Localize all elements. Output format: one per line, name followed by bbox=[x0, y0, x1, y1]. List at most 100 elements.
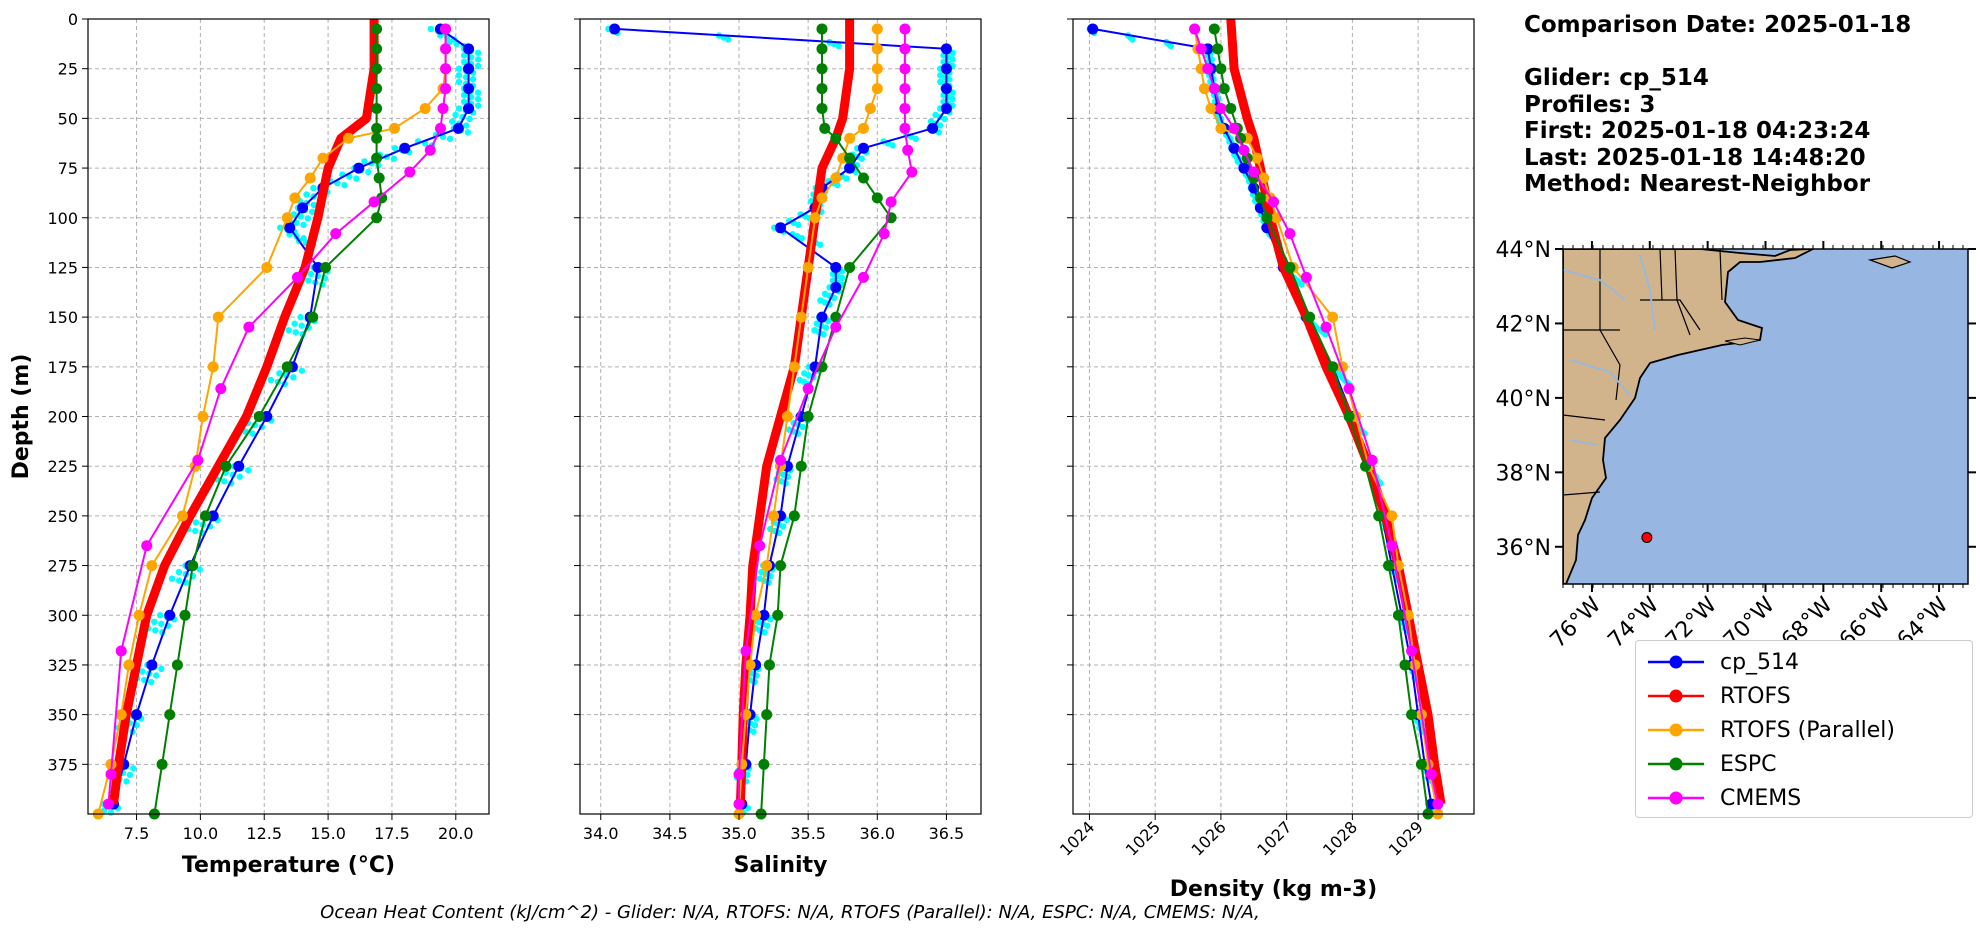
rtofs-parallel--point bbox=[1215, 122, 1227, 134]
rtofs-parallel--point bbox=[123, 659, 135, 671]
espc-point bbox=[371, 122, 383, 134]
cp-514-point bbox=[940, 43, 952, 55]
espc-point bbox=[199, 510, 211, 522]
glider-raw-point bbox=[196, 566, 203, 573]
cp-514-point bbox=[353, 162, 365, 174]
glider-raw-point bbox=[817, 241, 824, 248]
map-lat-label: 44°N bbox=[1496, 238, 1551, 263]
espc-point bbox=[1373, 510, 1385, 522]
espc-point bbox=[1218, 83, 1230, 95]
glider-raw-point bbox=[304, 215, 312, 222]
border-line bbox=[1674, 249, 1691, 336]
espc-point bbox=[307, 311, 319, 323]
island bbox=[1867, 255, 1912, 269]
cp-514-point bbox=[284, 222, 296, 234]
cmems-point bbox=[1208, 83, 1220, 95]
cp-514-point bbox=[297, 202, 309, 214]
cp-514-point bbox=[816, 311, 828, 323]
espc-point bbox=[1284, 261, 1296, 273]
cmems-point bbox=[1202, 63, 1214, 75]
espc-point bbox=[220, 460, 232, 472]
espc-point bbox=[253, 411, 265, 422]
river-line bbox=[1563, 269, 1626, 301]
glider-raw-point bbox=[936, 122, 944, 129]
cmems-point bbox=[899, 122, 911, 134]
island bbox=[1724, 337, 1761, 346]
legend-item: CMEMS bbox=[1646, 783, 1801, 813]
glider-raw-point bbox=[822, 324, 830, 331]
espc-point bbox=[795, 460, 807, 472]
cmems-point bbox=[830, 321, 842, 333]
y-tick-label: 325 bbox=[47, 656, 78, 675]
x-tick-label: 35.5 bbox=[790, 824, 826, 843]
river-line bbox=[1569, 439, 1599, 446]
espc-point bbox=[844, 261, 856, 273]
x-tick-label: 35.0 bbox=[721, 824, 757, 843]
espc-point bbox=[844, 152, 856, 164]
espc-point bbox=[1215, 63, 1227, 75]
y-tick-label: 375 bbox=[47, 755, 78, 774]
cp-514-point bbox=[758, 609, 770, 621]
glider-raw-point bbox=[123, 778, 130, 785]
border-line bbox=[1640, 299, 1701, 331]
cp-514-point bbox=[207, 510, 219, 522]
last-time: Last: 2025-01-18 14:48:20 bbox=[1524, 144, 1866, 171]
glider-raw-point bbox=[158, 620, 165, 627]
espc-point bbox=[816, 102, 828, 114]
glider-raw-point bbox=[455, 78, 463, 86]
espc-point bbox=[371, 132, 383, 144]
x-tick-label: 34.5 bbox=[652, 824, 688, 843]
glider-raw-point bbox=[474, 95, 482, 103]
cmems-point bbox=[440, 43, 452, 55]
glider-raw-point bbox=[156, 612, 164, 619]
rtofs-parallel--point bbox=[1327, 311, 1339, 323]
glider-raw-point bbox=[267, 376, 275, 384]
y-tick-label: 250 bbox=[47, 507, 78, 526]
cmems-point bbox=[1300, 271, 1312, 283]
glider-raw-point bbox=[1167, 42, 1174, 50]
x-tick-label: 7.5 bbox=[124, 824, 149, 843]
cmems-point bbox=[330, 228, 342, 240]
rtofs-parallel--point bbox=[1198, 83, 1210, 95]
espc-point bbox=[187, 560, 199, 572]
location-map bbox=[1563, 249, 1968, 584]
glider-raw-point bbox=[390, 155, 398, 162]
cp-514-point bbox=[261, 411, 273, 422]
rtofs-parallel--point bbox=[768, 510, 780, 522]
profile-count: Profiles: 3 bbox=[1524, 91, 1656, 118]
x-tick-label: 12.5 bbox=[246, 824, 282, 843]
glider-raw-point bbox=[460, 98, 468, 105]
glider-raw-point bbox=[292, 329, 299, 336]
glider-raw-point bbox=[391, 144, 399, 152]
glider-raw-point bbox=[469, 76, 477, 83]
rtofs-parallel--point bbox=[261, 261, 273, 273]
rtofs-parallel--point bbox=[788, 361, 800, 373]
legend-swatch bbox=[1646, 720, 1706, 740]
x-axis-label: Temperature (°C) bbox=[182, 853, 395, 878]
legend-marker-icon bbox=[1648, 689, 1704, 703]
legend-label: CMEMS bbox=[1720, 785, 1802, 811]
cp-514-point bbox=[233, 460, 245, 472]
border-line bbox=[1659, 249, 1663, 301]
y-tick-label: 25 bbox=[58, 60, 78, 79]
rtofs-parallel--point bbox=[802, 261, 814, 273]
cmems-point bbox=[105, 768, 117, 780]
glider-raw-point bbox=[949, 56, 956, 63]
cp-514-point bbox=[399, 142, 411, 154]
rtofs-parallel--point bbox=[289, 192, 301, 204]
x-tick-label: 1028 bbox=[1319, 817, 1361, 859]
cp-514-point bbox=[830, 281, 842, 293]
y-tick-label: 175 bbox=[47, 358, 78, 377]
coastline bbox=[1563, 249, 1814, 584]
rtofs-parallel--point bbox=[864, 102, 876, 114]
x-tick-label: 20.0 bbox=[438, 824, 474, 843]
info-block: Comparison Date: 2025-01-18 Glider: cp_5… bbox=[1524, 12, 1911, 198]
legend-label: RTOFS bbox=[1720, 683, 1791, 709]
espc-point bbox=[802, 411, 814, 422]
glider-raw-point bbox=[455, 105, 463, 112]
cmems-point bbox=[899, 83, 911, 95]
glider-raw-point bbox=[799, 423, 807, 431]
legend-item: RTOFS bbox=[1646, 681, 1791, 711]
y-tick-label: 75 bbox=[58, 159, 78, 178]
glider-raw-point bbox=[448, 118, 456, 125]
